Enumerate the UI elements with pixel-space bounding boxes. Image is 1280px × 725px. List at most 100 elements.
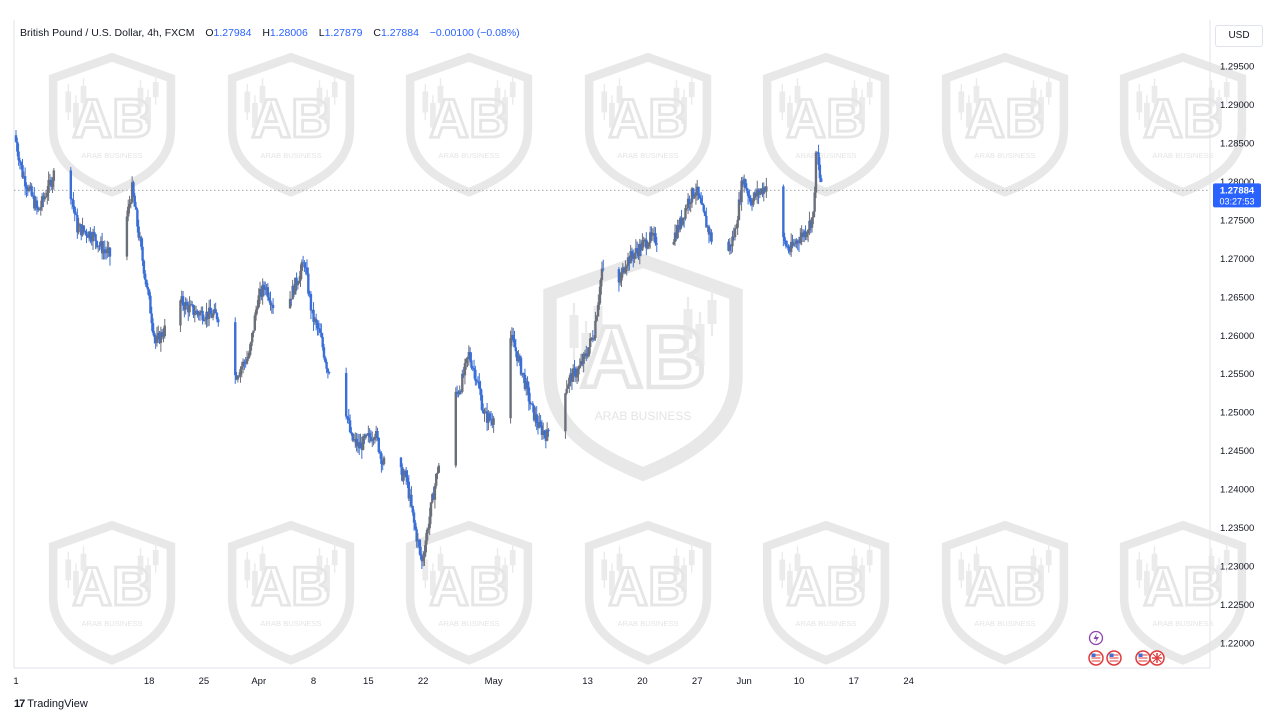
- candle-body: [418, 540, 421, 547]
- currency-button[interactable]: USD: [1215, 25, 1263, 47]
- candle-body: [354, 438, 357, 440]
- candle-body: [816, 152, 819, 154]
- candle-body: [782, 186, 785, 238]
- candle-body: [757, 189, 760, 195]
- candle-body: [245, 358, 249, 364]
- symbol-title[interactable]: British Pound / U.S. Dollar, 4h, FXCM: [20, 27, 195, 39]
- watermark-candle: [569, 315, 579, 348]
- candle-body: [478, 381, 481, 389]
- candle-body: [369, 436, 373, 441]
- candle-body: [141, 246, 144, 261]
- candle-body: [258, 289, 262, 296]
- candle-body: [51, 180, 54, 187]
- candle-body: [702, 205, 705, 212]
- candle-body: [363, 436, 366, 438]
- candle-body: [26, 188, 29, 191]
- candle-body: [749, 197, 752, 205]
- candle-body: [540, 425, 544, 436]
- watermark-candle: [794, 553, 801, 571]
- candle-body: [132, 182, 135, 196]
- us-flag-icon[interactable]: [1106, 650, 1122, 666]
- branding-footer[interactable]: 17 TradingView: [14, 698, 88, 710]
- watermark-shield: [762, 52, 890, 197]
- candle-body: [348, 420, 352, 433]
- candle-body: [539, 421, 542, 426]
- watermark-candle: [137, 555, 144, 575]
- y-tick-label: 1.28000: [1220, 177, 1254, 188]
- watermark-candle: [65, 91, 72, 113]
- candle-body: [308, 293, 311, 295]
- watermark-monogram: AB: [251, 87, 331, 149]
- time-axis[interactable]: 1 18 25 Apr 8 15 22 May 13 20 27 Jun 10 17 24: [13, 676, 914, 687]
- candle-body: [134, 206, 138, 210]
- price-tag-value: 1.27884: [1220, 185, 1255, 196]
- candle-body: [408, 494, 412, 499]
- watermark-shield: [941, 52, 1069, 197]
- candle-body: [728, 244, 732, 251]
- lightning-event-icon[interactable]: [1088, 630, 1104, 646]
- candle-body: [158, 332, 161, 343]
- candle-body: [647, 242, 651, 247]
- candle-body: [590, 337, 593, 339]
- candle-body: [643, 239, 647, 241]
- watermark-logo-icon: AB ARAB BUSINESS: [1119, 52, 1247, 197]
- watermark-shield: [227, 52, 355, 197]
- candle-body: [180, 296, 183, 301]
- watermark-candle: [779, 91, 786, 113]
- candle-body: [793, 243, 797, 245]
- candle-body: [530, 403, 533, 405]
- candle-body: [414, 522, 417, 530]
- candle-body: [76, 215, 79, 233]
- candle-body: [43, 196, 46, 200]
- watermark-monogram: AB: [786, 87, 866, 149]
- candle-body: [629, 251, 632, 264]
- candle-body: [328, 372, 331, 374]
- candle-body: [207, 307, 211, 319]
- uk-flag-icon[interactable]: [1149, 650, 1165, 666]
- watermark-logo-icon: AB ARAB BUSINESS: [584, 52, 712, 197]
- candle-body: [805, 233, 809, 238]
- us-flag-icon[interactable]: [1088, 650, 1104, 666]
- candle-body: [155, 335, 159, 344]
- watermark-shield: [405, 520, 533, 665]
- candle-body: [685, 207, 688, 209]
- candle-body: [90, 239, 93, 242]
- candle-body: [577, 368, 580, 375]
- candle-body: [645, 239, 648, 249]
- candle-body: [599, 279, 602, 295]
- watermark-candle: [1216, 97, 1222, 124]
- economic-events[interactable]: [1088, 630, 1165, 666]
- candle-body: [736, 219, 739, 228]
- candle-body: [325, 361, 328, 369]
- watermark-logo-icon: AB ARAB BUSINESS: [543, 253, 743, 482]
- candle-body: [86, 235, 89, 238]
- y-tick-label: 1.23000: [1220, 562, 1254, 573]
- x-tick-label: 8: [311, 676, 316, 687]
- candle-body: [467, 352, 471, 358]
- candle-body: [346, 416, 349, 418]
- candle-body: [696, 186, 699, 193]
- candle-body: [515, 351, 519, 362]
- us-flag-icon[interactable]: [1135, 650, 1151, 666]
- candle-body: [200, 311, 203, 313]
- candle-body: [25, 186, 28, 189]
- watermark-shield: [584, 520, 712, 665]
- candle-body: [257, 295, 260, 308]
- candle-body: [351, 433, 354, 441]
- price-axis[interactable]: 1.29500 1.29000 1.28500 1.28000 1.27500 1.270…: [1220, 62, 1254, 650]
- watermark-text: ARAB BUSINESS: [438, 619, 499, 628]
- candle-body: [344, 373, 348, 417]
- candle-body: [371, 439, 374, 441]
- candle-body: [818, 164, 822, 179]
- watermark-candle: [601, 559, 608, 581]
- candle-body: [181, 296, 185, 306]
- candle-body: [462, 373, 465, 376]
- candle-body: [316, 322, 319, 329]
- watermark-shield: [1119, 520, 1247, 665]
- watermark-candle: [973, 553, 980, 571]
- candle-body: [596, 304, 600, 317]
- candle-body: [359, 442, 362, 449]
- watermark-text: ARAB BUSINESS: [1152, 151, 1213, 160]
